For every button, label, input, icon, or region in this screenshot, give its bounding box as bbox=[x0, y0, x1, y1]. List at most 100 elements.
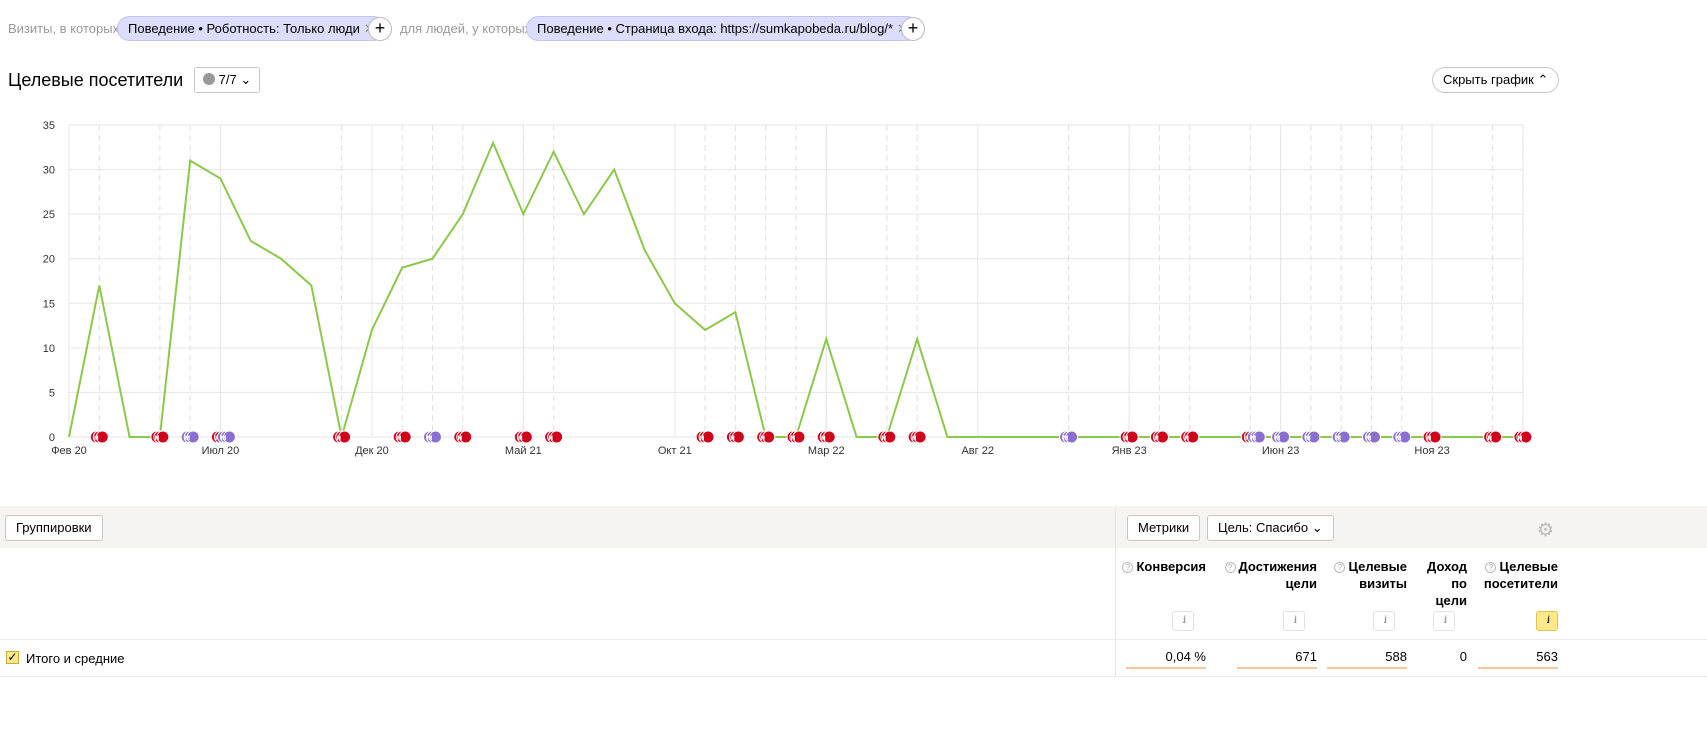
x-tick-label: Фев 20 bbox=[51, 445, 87, 457]
annotation-marker[interactable]: н bbox=[1119, 430, 1139, 444]
chevron-down-icon: ⌄ bbox=[240, 72, 252, 87]
annotation-marker[interactable]: н bbox=[544, 430, 564, 444]
chart-toggle-icon[interactable]: .ıl bbox=[1283, 611, 1305, 631]
annotation-marker[interactable]: н bbox=[816, 430, 836, 444]
help-icon[interactable]: ? bbox=[1122, 562, 1134, 573]
svg-text:н: н bbox=[730, 433, 735, 442]
annotation-marker[interactable]: м bbox=[1331, 430, 1351, 444]
column-header[interactable]: ? Конверсия bbox=[1096, 558, 1206, 575]
annotation-marker[interactable]: м bbox=[216, 430, 236, 444]
total-value: 0,04 % bbox=[1165, 649, 1206, 664]
annotation-marker[interactable]: м bbox=[1059, 430, 1079, 444]
annotation-marker[interactable]: н bbox=[1483, 430, 1503, 444]
annotation-marker[interactable]: н bbox=[725, 430, 745, 444]
svg-text:н: н bbox=[1427, 433, 1432, 442]
svg-text:н: н bbox=[518, 433, 523, 442]
value-bar bbox=[1327, 667, 1407, 669]
annotation-marker[interactable]: н bbox=[332, 430, 352, 444]
gear-icon[interactable]: ⚙ bbox=[1537, 520, 1555, 541]
svg-text:м: м bbox=[1275, 433, 1281, 442]
annotation-marker[interactable]: н bbox=[453, 430, 473, 444]
annotation-marker[interactable]: н bbox=[756, 430, 776, 444]
help-icon[interactable]: ? bbox=[1485, 562, 1497, 573]
annotation-marker[interactable]: н bbox=[695, 430, 715, 444]
column-header[interactable]: ? Достижения цели bbox=[1207, 558, 1317, 592]
annotation-marker[interactable]: м bbox=[1392, 430, 1412, 444]
svg-text:н: н bbox=[1154, 433, 1159, 442]
annotation-marker[interactable]: н bbox=[89, 430, 109, 444]
chart-toggle-icon[interactable]: .ıl bbox=[1172, 611, 1194, 631]
annotation-marker[interactable]: н bbox=[1149, 430, 1169, 444]
total-value: 588 bbox=[1385, 649, 1407, 664]
filter-prefix-people: для людей, у которых bbox=[400, 21, 532, 36]
comment-icon bbox=[203, 73, 215, 85]
svg-text:н: н bbox=[457, 433, 462, 442]
total-checkbox[interactable]: ✓ bbox=[6, 650, 19, 664]
value-bar bbox=[1478, 667, 1558, 669]
svg-text:м: м bbox=[184, 433, 190, 442]
chevron-up-icon: ⌃ bbox=[1537, 72, 1549, 87]
annotation-marker[interactable]: м bbox=[422, 430, 442, 444]
svg-text:н: н bbox=[1184, 433, 1189, 442]
total-value: 671 bbox=[1295, 649, 1317, 664]
chart-toggle-icon[interactable]: .ıl bbox=[1536, 611, 1558, 631]
help-icon[interactable]: ? bbox=[1334, 562, 1346, 573]
add-filter-button[interactable]: + bbox=[901, 17, 925, 41]
goal-select[interactable]: Цель: Спасибо ⌄ bbox=[1207, 515, 1334, 541]
x-tick-label: Авг 22 bbox=[961, 445, 993, 457]
y-tick-label: 20 bbox=[43, 254, 55, 266]
hide-chart-button[interactable]: Скрыть график ⌃ bbox=[1432, 67, 1560, 93]
annotation-marker[interactable]: н bbox=[513, 430, 533, 444]
help-icon[interactable]: ? bbox=[1224, 562, 1236, 573]
svg-text:н: н bbox=[154, 433, 159, 442]
chevron-down-icon: ⌄ bbox=[1311, 520, 1323, 535]
metrics-button[interactable]: Метрики bbox=[1127, 515, 1201, 541]
annotation-marker[interactable]: н bbox=[907, 430, 927, 444]
annotation-marker[interactable]: м bbox=[1361, 430, 1381, 444]
divider bbox=[0, 639, 1707, 640]
groupings-button[interactable]: Группировки bbox=[5, 515, 103, 541]
filter-chip-entry-page[interactable]: Поведение • Страница входа: https://sumk… bbox=[526, 16, 919, 41]
svg-text:н: н bbox=[821, 433, 826, 442]
svg-text:м: м bbox=[1063, 433, 1069, 442]
svg-text:н: н bbox=[881, 433, 886, 442]
annotation-marker[interactable]: н bbox=[392, 430, 412, 444]
filter-prefix-visits: Визиты, в которых bbox=[8, 21, 120, 36]
add-filter-button[interactable]: + bbox=[368, 17, 392, 41]
line-chart: 0 5 10 15 20 25 30 35 Фев 20 Июл 20 Дек 20 Май 21 Ок… bbox=[43, 120, 1533, 457]
x-tick-label: Янв 23 bbox=[1112, 445, 1147, 457]
total-value: 0 bbox=[1459, 649, 1467, 664]
total-row-label: Итого и средние bbox=[26, 651, 125, 666]
annotation-marker[interactable]: м bbox=[1271, 430, 1291, 444]
y-tick-label: 0 bbox=[49, 432, 55, 444]
svg-text:м: м bbox=[1250, 433, 1256, 442]
y-tick-label: 35 bbox=[43, 120, 55, 132]
table-toolbar bbox=[0, 506, 1707, 548]
svg-text:н: н bbox=[94, 433, 99, 442]
annotation-marker[interactable]: н bbox=[150, 430, 170, 444]
annotation-marker[interactable]: н bbox=[877, 430, 897, 444]
annotations-dropdown[interactable]: 7/7 ⌄ bbox=[194, 67, 261, 93]
svg-text:м: м bbox=[1396, 433, 1402, 442]
annotation-marker[interactable]: н bbox=[1513, 430, 1533, 444]
svg-text:м: м bbox=[427, 433, 433, 442]
annotation-marker[interactable]: н bbox=[786, 430, 806, 444]
column-header[interactable]: ? Целевые визиты bbox=[1317, 558, 1407, 592]
annotation-marker[interactable]: м bbox=[1246, 430, 1266, 444]
svg-text:н: н bbox=[1517, 433, 1522, 442]
annotation-marker[interactable]: н bbox=[1422, 430, 1442, 444]
svg-text:н: н bbox=[548, 433, 553, 442]
y-tick-label: 10 bbox=[43, 343, 55, 355]
column-header[interactable]: Доход по цели bbox=[1427, 559, 1467, 608]
filter-chip-robotness[interactable]: Поведение • Роботность: Только люди✕ bbox=[117, 16, 386, 41]
column-header[interactable]: ? Целевые посетители bbox=[1483, 559, 1558, 591]
x-tick-label: Ноя 23 bbox=[1414, 445, 1449, 457]
chart-toggle-icon[interactable]: .ıl bbox=[1373, 611, 1395, 631]
x-tick-label: Мар 22 bbox=[808, 445, 845, 457]
annotation-marker[interactable]: м bbox=[180, 430, 200, 444]
page-title: Целевые посетители bbox=[8, 70, 184, 90]
chart-toggle-icon[interactable]: .ıl bbox=[1433, 611, 1455, 631]
annotation-marker[interactable]: н bbox=[1180, 430, 1200, 444]
y-tick-label: 15 bbox=[43, 298, 55, 310]
annotation-marker[interactable]: м bbox=[1301, 430, 1321, 444]
